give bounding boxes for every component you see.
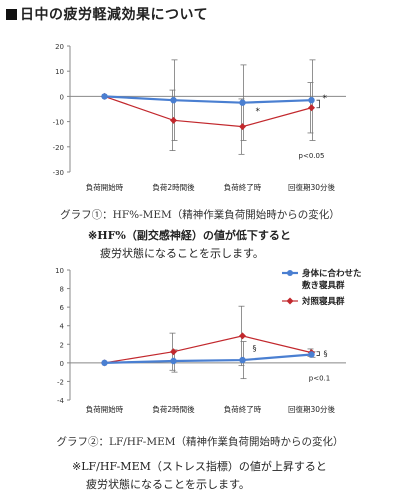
c2-data-point (101, 359, 108, 367)
c2-y-tick-label: 8 (60, 286, 64, 294)
c1-x-tick-label: 負荷終了時 (224, 182, 262, 192)
c1-data-point (170, 116, 177, 124)
c1-data-point (239, 123, 246, 131)
c1-data-point (170, 96, 177, 104)
chart-lf-hf-mem: -4 -2 0 2 4 6 8 10 負荷開始時 負荷2時間後 負荷終了時 回復期30分後 身体に合わせ… (55, 267, 362, 414)
c2-legend-label-1a: 身体に合わせた (301, 268, 362, 279)
c2-data-point (239, 356, 246, 364)
c1-y-tick-label: -20 (53, 144, 64, 152)
chart2-note: ※LF/HF-MEM（ストレス指標）の値が上昇すると 疲労状態になることを示しま… (72, 458, 327, 494)
c1-y-tick-label: 0 (60, 93, 64, 101)
c2-y-tick-label: 6 (60, 304, 65, 312)
c1-p-value: p<0.05 (299, 152, 325, 160)
chart1-caption: グラフ①：HF%-MEM（精神作業負荷開始時からの変化） (60, 209, 340, 221)
c1-sig-marker-1: * (256, 107, 261, 117)
c1-x-tick-label: 回復期30分後 (288, 182, 336, 192)
c1-data-point (101, 93, 108, 100)
c1-data-point (308, 104, 315, 112)
c1-y-tick-label: 10 (55, 68, 64, 76)
square-bullet-icon (6, 9, 17, 20)
c1-y-tick-label: -30 (53, 169, 64, 177)
c2-legend-marker-2 (286, 297, 294, 305)
c2-p-value: p<0.1 (309, 375, 330, 383)
chart-hf-mem: -30 -20 -10 0 10 20 負荷開始時 負荷2時間後 負荷終了時 回復期30分後 * * p… (53, 43, 346, 192)
c2-data-point (239, 332, 246, 340)
c2-y-tick-label: -4 (57, 397, 65, 405)
c2-x-tick-label: 負荷2時間後 (152, 404, 195, 414)
c2-legend-label-2: 対照寝具群 (301, 296, 345, 307)
c2-legend-marker-1 (287, 270, 293, 276)
chart2-note-line2: 疲労状態になることを示します。 (86, 478, 250, 491)
c2-series-line (104, 335, 312, 364)
c2-data-point (308, 351, 315, 358)
c2-x-tick-label: 負荷終了時 (224, 404, 262, 414)
c1-y-tick-label: -10 (53, 119, 64, 127)
c2-sig-marker-2: § (324, 349, 328, 358)
c2-x-tick-label: 負荷開始時 (86, 404, 124, 414)
chart2-note-line1: ※LF/HF-MEM（ストレス指標）の値が上昇すると (72, 460, 327, 473)
c2-x-tick-label: 回復期30分後 (288, 404, 336, 414)
page-title-text: 日中の疲労軽減効果について (20, 7, 209, 23)
c1-series-line (104, 95, 312, 104)
c2-y-tick-label: 4 (60, 323, 65, 331)
chart1-note-line2: 疲労状態になることを示します。 (100, 247, 264, 260)
chart1-note-line1: ※HF%（副交感神経）の値が低下すると (88, 229, 291, 242)
c1-data-point (308, 96, 315, 104)
c2-data-point (170, 348, 177, 356)
chart2-caption: グラフ②：LF/HF-MEM（精神作業負荷開始時からの変化） (56, 436, 344, 448)
c2-legend-label-1b: 敷き寝具群 (302, 280, 345, 291)
c2-y-tick-label: -2 (57, 378, 64, 386)
c2-series-line (104, 353, 312, 364)
c1-y-tick-label: 20 (55, 43, 64, 51)
c1-x-tick-label: 負荷開始時 (86, 182, 124, 192)
c2-sig-bracket (316, 351, 320, 356)
c1-data-point (239, 99, 246, 106)
c2-data-point (170, 357, 177, 365)
c1-sig-marker-2: * (323, 94, 328, 104)
c1-x-tick-label: 負荷2時間後 (152, 182, 195, 192)
page-title: 日中の疲労軽減効果について (6, 4, 208, 24)
chart1-note: ※HF%（副交感神経）の値が低下すると 疲労状態になることを示します。 (88, 227, 291, 263)
c1-sig-bracket (316, 99, 320, 109)
c2-sig-marker-1: § (253, 344, 257, 353)
c2-y-tick-label: 10 (55, 267, 64, 275)
c2-y-tick-label: 0 (60, 360, 64, 368)
c2-y-tick-label: 2 (60, 341, 64, 349)
c1-series-line (104, 95, 312, 128)
